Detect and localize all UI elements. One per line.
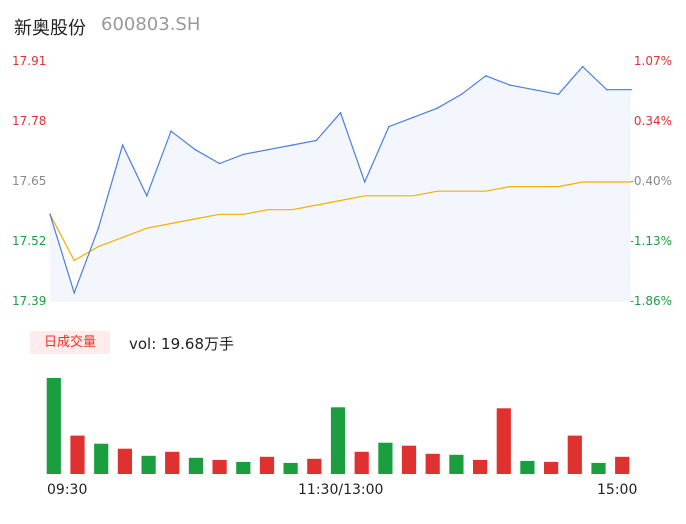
volume-bar [591,462,606,474]
price-point [533,88,535,91]
volume-badge[interactable]: 日成交量 [30,331,110,354]
price-point [267,148,269,151]
stock-name: 新奥股份 [14,18,86,39]
price-point [581,65,584,68]
price-tick: 17.78 [12,114,47,128]
stock-code: 600803.SH [101,14,201,35]
price-point [412,116,414,119]
price-point [170,130,172,133]
price-point [484,75,487,77]
x-tick-midday: 11:30/13:00 [298,482,384,498]
price-point [73,291,76,294]
price-point [146,195,148,197]
price-point [339,111,342,114]
volume-label: vol: 19.68万手 [129,335,234,353]
price-point [218,162,221,165]
price-tick: 17.39 [12,294,47,308]
price-point [557,93,560,96]
volume-bar [188,457,203,474]
price-point [363,181,366,183]
price-point [509,84,511,86]
volume-bar [307,458,322,474]
volume-bar [141,455,156,474]
price-point [388,125,390,128]
volume-bar [46,378,61,474]
volume-bar [117,448,132,474]
volume-bar [615,456,630,474]
price-point [97,227,100,229]
volume-bar [425,453,440,474]
volume-bar [520,460,535,474]
price-tick: 17.91 [12,54,47,68]
volume-bar [70,435,85,474]
volume-bar [378,442,393,474]
price-point [121,144,124,146]
price-point [605,88,608,91]
pct-tick: -1.13% [629,234,672,248]
volume-bar [567,435,582,474]
pct-tick: -1.86% [629,294,672,308]
avg-price-line [49,181,631,262]
price-point [194,148,197,151]
volume-bar [496,408,511,474]
price-point [630,88,632,91]
volume-plot [46,378,630,474]
price-point [460,93,463,96]
x-tick-open: 09:30 [47,482,88,498]
volume-bar [473,459,488,474]
pct-tick: -0.40% [629,174,672,188]
price-point [436,107,439,109]
price-point [315,139,318,142]
price-area-fill [50,66,631,302]
volume-bar [165,451,180,474]
volume-bar [544,461,559,474]
volume-bar [401,445,417,474]
volume-bar [236,461,251,474]
pct-tick: 0.34% [633,114,672,128]
volume-bar [449,454,464,474]
volume-bar [212,459,227,474]
volume-bar [283,462,298,474]
volume-bar [354,451,369,474]
price-tick: 17.65 [12,174,47,188]
volume-bar [94,443,109,474]
pct-tick: 1.07% [633,54,672,68]
volume-bar [330,407,346,474]
price-point [291,144,293,146]
price-point [242,153,245,156]
x-tick-close: 15:00 [597,482,638,498]
volume-bar [259,456,275,474]
price-point [49,213,51,216]
price-tick: 17.52 [12,234,47,248]
price-plot [49,65,632,302]
